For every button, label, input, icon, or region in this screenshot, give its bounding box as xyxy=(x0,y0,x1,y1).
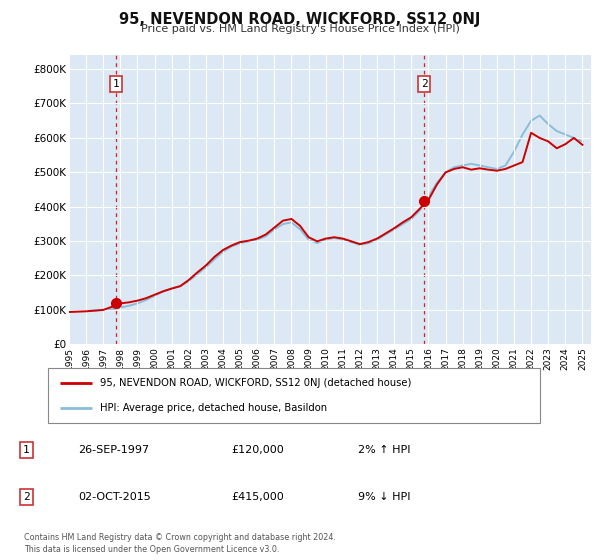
Text: 2: 2 xyxy=(23,492,30,502)
Text: Price paid vs. HM Land Registry's House Price Index (HPI): Price paid vs. HM Land Registry's House … xyxy=(140,24,460,34)
Text: 1: 1 xyxy=(23,445,30,455)
Text: 02-OCT-2015: 02-OCT-2015 xyxy=(78,492,151,502)
Text: 95, NEVENDON ROAD, WICKFORD, SS12 0NJ (detached house): 95, NEVENDON ROAD, WICKFORD, SS12 0NJ (d… xyxy=(100,378,411,388)
Text: 9% ↓ HPI: 9% ↓ HPI xyxy=(358,492,410,502)
Text: 95, NEVENDON ROAD, WICKFORD, SS12 0NJ: 95, NEVENDON ROAD, WICKFORD, SS12 0NJ xyxy=(119,12,481,27)
Text: 2% ↑ HPI: 2% ↑ HPI xyxy=(358,445,410,455)
Text: 26-SEP-1997: 26-SEP-1997 xyxy=(78,445,149,455)
Text: £415,000: £415,000 xyxy=(231,492,284,502)
Text: £120,000: £120,000 xyxy=(231,445,284,455)
Text: Contains HM Land Registry data © Crown copyright and database right 2024.
This d: Contains HM Land Registry data © Crown c… xyxy=(24,533,336,554)
Text: 1: 1 xyxy=(113,79,119,89)
Text: HPI: Average price, detached house, Basildon: HPI: Average price, detached house, Basi… xyxy=(100,403,327,413)
Text: 2: 2 xyxy=(421,79,428,89)
FancyBboxPatch shape xyxy=(48,368,540,423)
